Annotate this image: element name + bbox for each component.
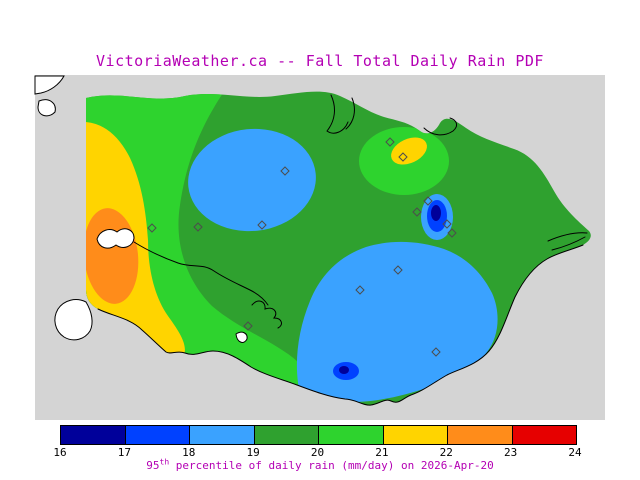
station-markers [147,137,457,357]
station-marker [257,220,267,230]
station-marker [442,219,452,229]
caption-text: percentile of daily rain (mm/day) on 202… [169,459,494,472]
station-marker [412,207,422,217]
land-outside-domain-sooke-basin [96,228,135,249]
sooke-inlet-coastline [133,241,269,306]
colorbar-tick-label: 21 [375,446,389,459]
colorbar-segment [125,426,190,444]
colorbar-tick-label: 16 [53,446,67,459]
contour-band-18-north-blob [188,128,316,232]
land-outside-domain-northwest-islet [37,99,56,117]
saanich-inlet-coastline [326,94,355,134]
caption-number: 95 [146,459,160,472]
colorbar-caption: 95th percentile of daily rain (mm/day) o… [0,457,640,472]
colorbar-segment [512,426,576,444]
colorbar-tick-labels: 16 17 18 19 20 21 22 23 24 [53,446,581,459]
colorbar-tick-label: 18 [182,446,196,459]
page-title: VictoriaWeather.ca -- Fall Total Daily R… [96,52,544,70]
colorbar-segment [61,426,126,444]
station-marker [193,222,203,232]
station-marker [398,152,408,162]
station-marker [385,137,395,147]
station-marker [431,347,441,357]
colorbar-tick-label: 22 [439,446,453,459]
station-marker [447,228,457,238]
contour-spot-16-east [431,205,441,221]
lagoon-outline [235,331,248,343]
station-marker [393,265,403,275]
harbour-coastline [251,300,282,329]
colorbar-segment [254,426,319,444]
land-outside-domain-northwest-corner [34,75,65,95]
east-island-coastline [547,232,588,251]
station-marker [147,223,157,233]
colorbar-segment [448,426,513,444]
sidney-coastline [423,117,458,136]
colorbar-segment [383,426,448,444]
colorbar [60,425,577,445]
caption-superscript: th [159,457,170,467]
station-marker [355,285,365,295]
station-marker [243,321,253,331]
station-marker [280,166,290,176]
colorbar-segment [319,426,384,444]
colorbar-tick-label: 20 [310,446,325,459]
colorbar-segment [190,426,255,444]
colorbar-tick-label: 17 [117,446,131,459]
colorbar-tick-label: 24 [568,446,582,459]
contour-spot-16-south [339,366,349,374]
land-outside-domain-west [54,299,93,341]
station-marker [423,196,433,206]
colorbar-tick-label: 23 [504,446,518,459]
colorbar-segments [61,426,576,444]
coastline [97,244,584,406]
colorbar-tick-label: 19 [246,446,260,459]
